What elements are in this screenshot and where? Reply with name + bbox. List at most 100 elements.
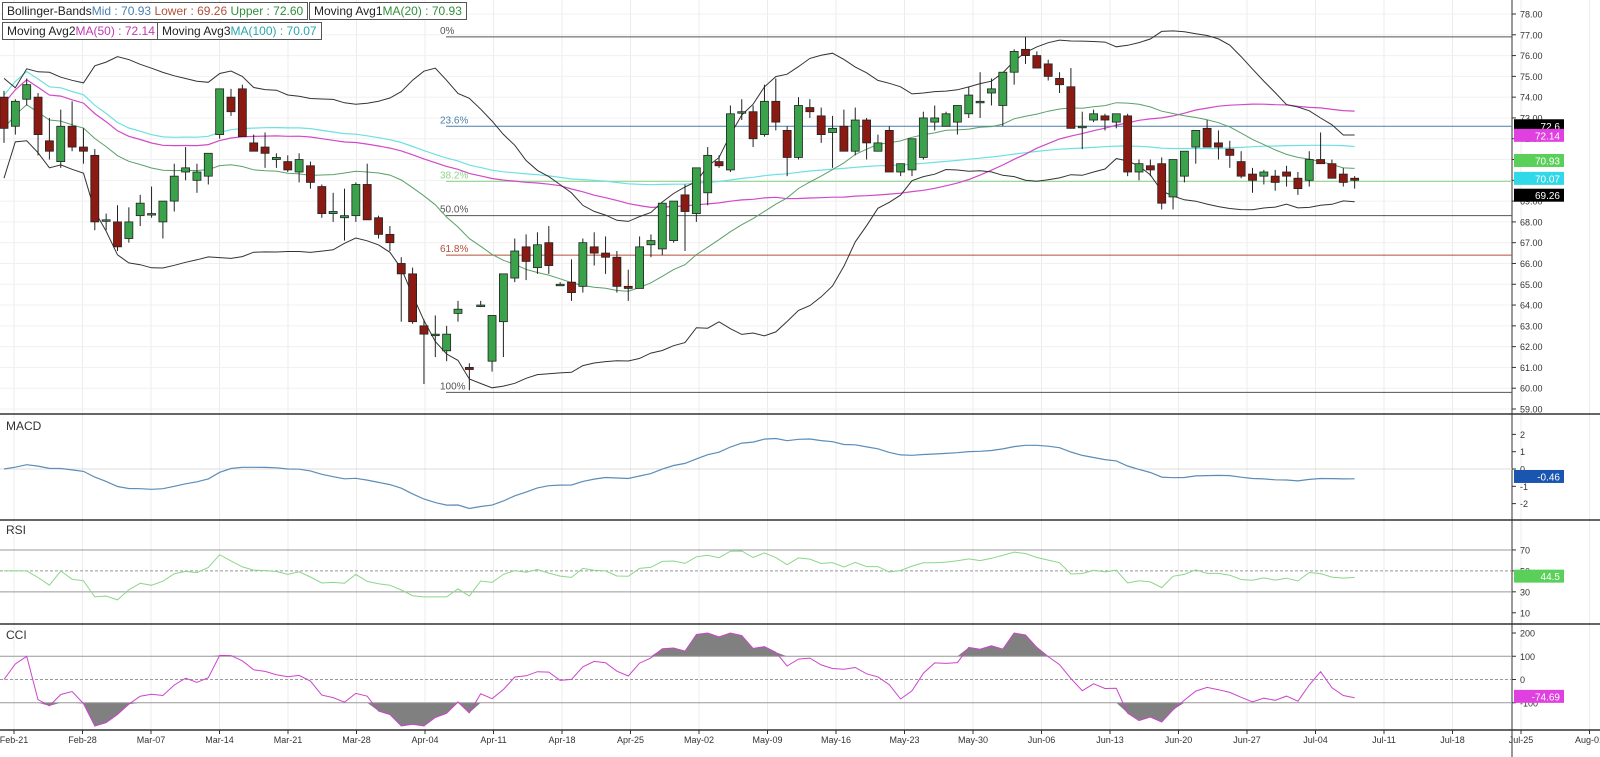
candle-body bbox=[987, 88, 996, 94]
candle bbox=[748, 105, 758, 148]
price-tick-label: 77.00 bbox=[1520, 30, 1543, 40]
candle-body bbox=[408, 273, 418, 323]
candle-body bbox=[998, 71, 1008, 106]
candle bbox=[215, 88, 225, 139]
candle bbox=[1293, 172, 1303, 195]
candle-body bbox=[226, 96, 236, 113]
candle-body bbox=[726, 113, 735, 171]
price-tick-label: 74.00 bbox=[1520, 93, 1543, 103]
candle bbox=[498, 273, 508, 358]
cci-tick-label: -100 bbox=[1520, 698, 1538, 708]
candle bbox=[33, 93, 43, 156]
candle-body bbox=[147, 213, 156, 216]
candle bbox=[249, 134, 259, 152]
x-tick-label: Feb-21 bbox=[0, 735, 28, 745]
candle bbox=[964, 86, 974, 118]
candle-body bbox=[1168, 159, 1178, 198]
candle bbox=[873, 134, 883, 152]
x-tick-label: Jun-20 bbox=[1165, 735, 1193, 745]
candle-body bbox=[816, 115, 826, 135]
cci-tick-label: 0 bbox=[1520, 675, 1525, 685]
x-tick-label: May-30 bbox=[958, 735, 988, 745]
candle bbox=[283, 155, 293, 172]
candle-body bbox=[430, 333, 440, 337]
ma20-line bbox=[3, 102, 1355, 292]
macd-tick-label: 2 bbox=[1520, 430, 1525, 440]
candle bbox=[521, 234, 531, 281]
candle bbox=[578, 238, 588, 293]
x-tick-label: Mar-28 bbox=[342, 735, 371, 745]
x-tick-label: Feb-28 bbox=[68, 735, 97, 745]
candle-body bbox=[1293, 177, 1303, 190]
candle-body bbox=[0, 96, 9, 129]
macd-tick-label: -2 bbox=[1520, 499, 1528, 509]
candle bbox=[805, 99, 815, 118]
candle-body bbox=[1202, 127, 1212, 148]
candle bbox=[487, 315, 497, 372]
candle bbox=[113, 205, 122, 251]
candle-body bbox=[453, 308, 463, 314]
bb-lower: Lower : 69.26 bbox=[154, 4, 228, 18]
candle-body bbox=[1191, 130, 1201, 148]
candle-body bbox=[1157, 163, 1167, 204]
candle bbox=[90, 149, 100, 231]
candle bbox=[1077, 111, 1087, 150]
candle bbox=[1350, 176, 1360, 189]
candle bbox=[442, 325, 452, 362]
candle-body bbox=[941, 113, 951, 127]
candle bbox=[181, 147, 191, 181]
candle-body bbox=[10, 100, 20, 127]
candle bbox=[1021, 36, 1030, 64]
candle-body bbox=[873, 142, 883, 152]
cci-tick-label: 100 bbox=[1520, 652, 1535, 662]
candle bbox=[294, 153, 304, 183]
cci-line bbox=[3, 632, 1355, 727]
candle bbox=[669, 200, 679, 243]
candle-body bbox=[45, 140, 54, 152]
candle-body bbox=[192, 171, 202, 181]
price-badge-text: 70.93 bbox=[1535, 156, 1560, 167]
candle-body bbox=[555, 283, 565, 287]
candle bbox=[124, 207, 134, 243]
candle-body bbox=[33, 96, 43, 135]
price-badge-text: 72.14 bbox=[1535, 131, 1560, 142]
price-badge: 72.14 bbox=[1514, 128, 1564, 142]
candle-body bbox=[839, 125, 849, 152]
candle bbox=[385, 226, 395, 251]
candle-body bbox=[306, 165, 315, 183]
macd-tick-label: 1 bbox=[1520, 447, 1525, 457]
candle-body bbox=[794, 105, 803, 158]
candle bbox=[771, 78, 781, 131]
candle-body bbox=[317, 186, 327, 214]
candle-body bbox=[691, 167, 701, 214]
candle bbox=[396, 257, 406, 322]
candle-body bbox=[1304, 159, 1314, 181]
candle bbox=[22, 78, 32, 106]
candle bbox=[862, 117, 871, 160]
price-tick-label: 60.00 bbox=[1520, 384, 1543, 394]
price-tick-label: 64.00 bbox=[1520, 301, 1543, 311]
candle-body bbox=[589, 246, 599, 254]
candle bbox=[271, 153, 281, 168]
candle-body bbox=[760, 100, 769, 135]
candle bbox=[169, 163, 179, 212]
candle-body bbox=[1032, 55, 1042, 69]
fib-label: 100% bbox=[440, 381, 466, 392]
candle bbox=[1248, 167, 1257, 193]
candle-body bbox=[703, 154, 713, 194]
price-badge-bg bbox=[1514, 153, 1564, 167]
x-tick-label: Jul-25 bbox=[1509, 735, 1534, 745]
x-tick-label: Jun-13 bbox=[1096, 735, 1124, 745]
candle bbox=[794, 97, 803, 160]
candle bbox=[555, 282, 565, 287]
candle bbox=[760, 84, 769, 137]
x-tick-label: May-02 bbox=[684, 735, 714, 745]
candle bbox=[464, 363, 474, 391]
candle bbox=[850, 107, 860, 156]
candle bbox=[0, 90, 9, 143]
candle bbox=[1032, 51, 1042, 69]
candle-body bbox=[601, 252, 610, 258]
macd-badge: -0.46 bbox=[1514, 469, 1564, 483]
candle bbox=[782, 126, 792, 177]
